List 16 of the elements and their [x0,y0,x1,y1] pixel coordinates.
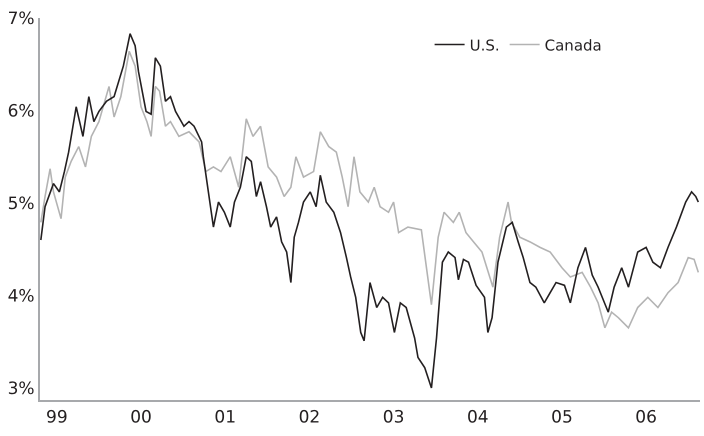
y-tick-label: 5% [8,194,35,214]
line-series [40,32,700,389]
x-tick-label: 04 [466,407,489,428]
y-tick-label: 3% [8,378,35,399]
x-tick-label: 00 [130,407,152,428]
y-tick-label: 4% [8,286,35,306]
x-tick-label: 05 [551,407,573,428]
x-tick-label: 03 [382,407,404,428]
x-tick-label: 06 [635,407,657,428]
x-tick-label: 99 [46,407,68,428]
x-tick-label: 02 [298,407,320,428]
y-tick-label: 6% [8,101,35,122]
y-tick-label: 7% [8,8,35,29]
legend-label: U.S. [470,36,500,54]
legend-label: Canada [544,36,602,54]
x-tick-label: 01 [214,407,236,428]
